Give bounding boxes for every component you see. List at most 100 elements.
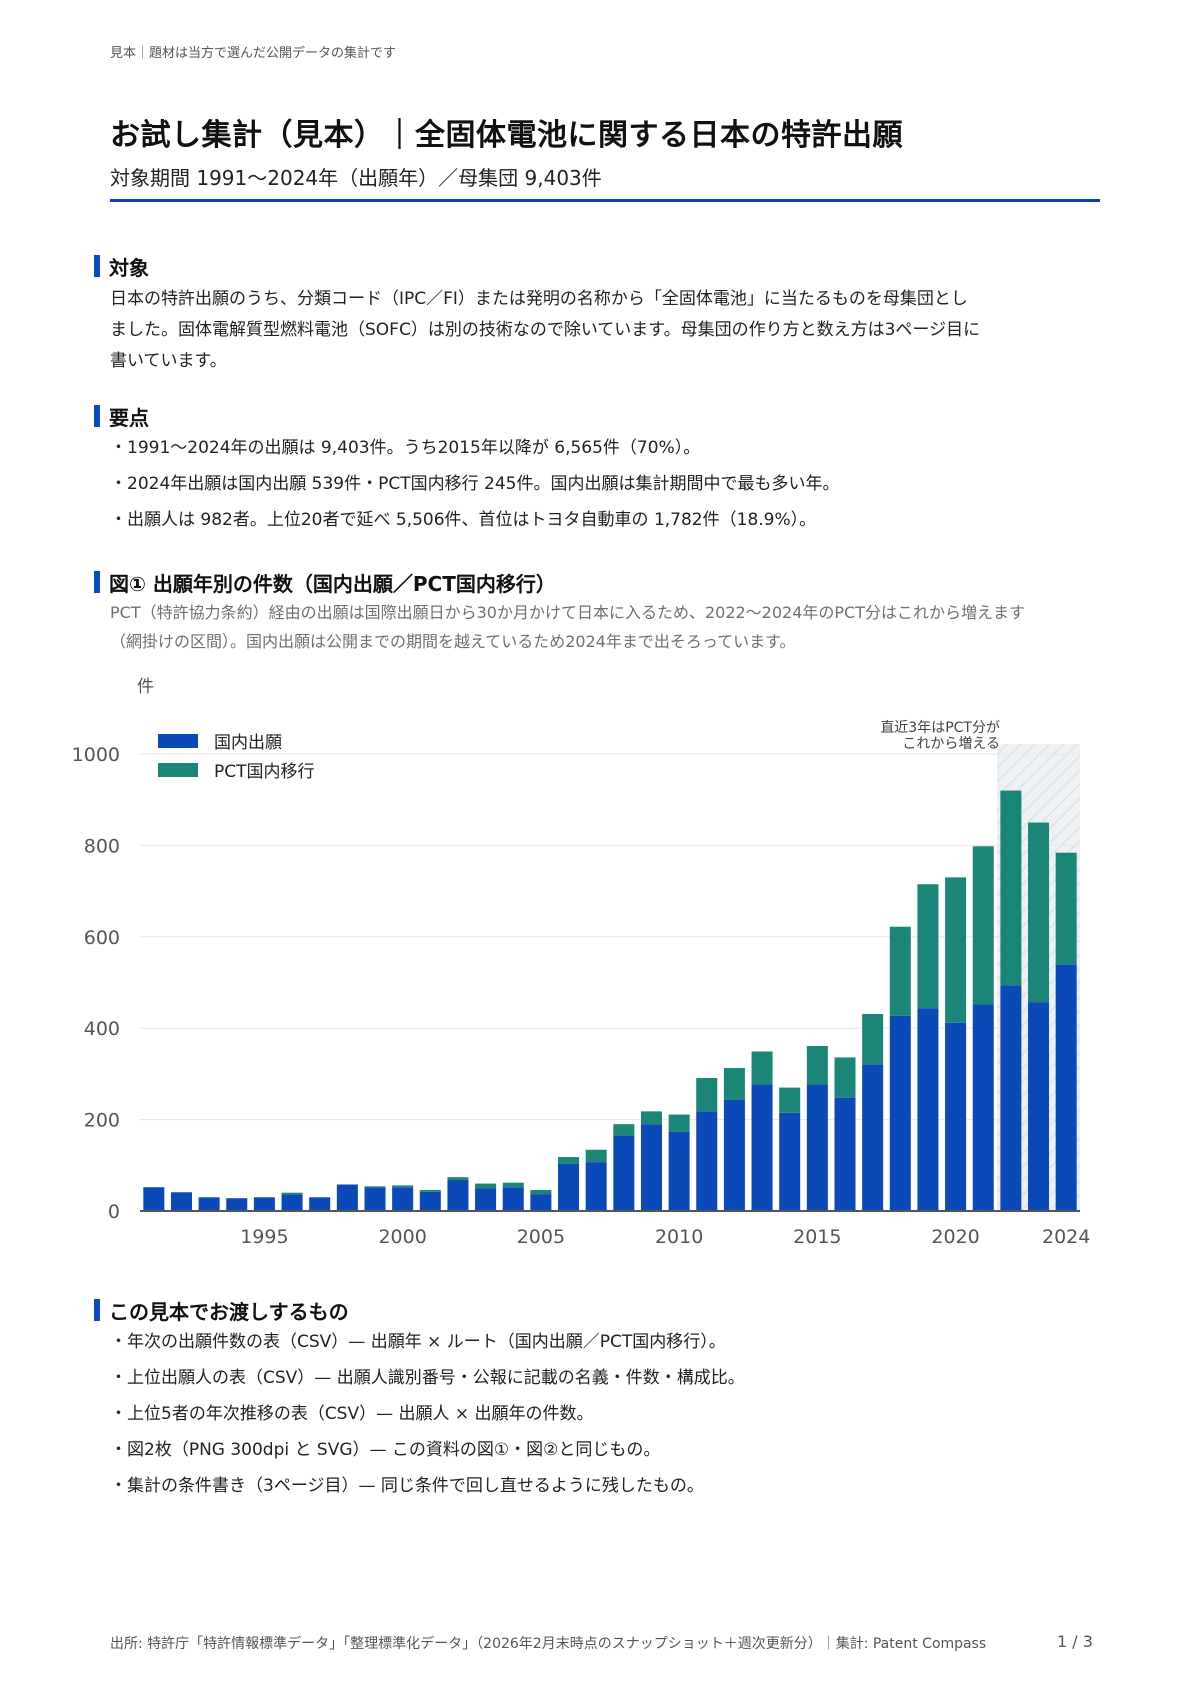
x-tick-label: 2005 <box>517 1226 565 1248</box>
deliverables-list: ・年次の出願件数の表（CSV）— 出願年 × ルート（国内出願／PCT国内移行）… <box>110 1324 1110 1504</box>
bar-segment <box>613 1124 635 1136</box>
section-heading-deliverables: この見本でお渡しするもの <box>94 1296 349 1325</box>
title-divider <box>110 199 1100 202</box>
y-axis-unit-label: 件 <box>137 677 154 697</box>
bar-segment <box>862 1064 884 1211</box>
bar-segment <box>419 1189 441 1192</box>
list-item: ・集計の条件書き（3ページ目）— 同じ条件で回し直せるように残したもの。 <box>110 1476 704 1496</box>
bar-segment <box>889 926 911 1016</box>
bar-segment <box>198 1197 220 1211</box>
bar-segment <box>834 1097 856 1211</box>
bar-segment <box>1028 1002 1050 1211</box>
bar-segment <box>779 1112 801 1211</box>
bar-segment <box>364 1187 386 1211</box>
source-footer: 出所: 特許庁「特許情報標準データ」「整理標準化データ」（2026年2月末時点の… <box>110 1636 987 1652</box>
page-title: お試し集計（見本）｜全固体電池に関する日本の特許出願 <box>110 118 903 153</box>
bar-segment <box>530 1194 552 1211</box>
list-item: ・1991〜2024年の出願は 9,403件。うち2015年以降が 6,565件… <box>110 438 701 458</box>
bar-segment <box>392 1185 414 1188</box>
shaded-range-annotation: 直近3年はPCT分が これから増える <box>820 720 1000 752</box>
bar-segment <box>281 1195 303 1211</box>
x-tick-label: 1995 <box>240 1226 288 1248</box>
bar-segment <box>806 1046 828 1085</box>
y-tick-label: 0 <box>108 1201 120 1223</box>
bar-segment <box>475 1183 497 1189</box>
bar-segment <box>862 1014 884 1065</box>
bar-segment <box>1055 852 1077 965</box>
bar-segment <box>723 1099 745 1211</box>
scope-line: 書いています。 <box>110 351 227 371</box>
x-tick-label: 2000 <box>378 1226 426 1248</box>
section-heading-scope: 対象 <box>94 252 149 281</box>
list-item: ・上位5者の年次推移の表（CSV）— 出願人 × 出願年の件数。 <box>110 1404 594 1424</box>
bar-segment <box>972 846 994 1005</box>
bar-segment <box>309 1197 331 1211</box>
legend-item: 国内出願 <box>158 726 315 755</box>
bar-segment <box>945 877 967 1023</box>
legend-item: PCT国内移行 <box>158 755 315 784</box>
bar-segment <box>696 1078 718 1112</box>
bar-segment <box>640 1124 662 1211</box>
x-tick-label: 2024 <box>1042 1226 1090 1248</box>
bar-segment <box>364 1186 386 1188</box>
scope-line: 日本の特許出願のうち、分類コード（IPC／FI）または発明の名称から「全固体電池… <box>110 289 968 309</box>
y-tick-label: 1000 <box>72 744 120 766</box>
annotation-line: これから増える <box>902 736 1000 752</box>
bar-segment <box>558 1163 580 1211</box>
y-tick-label: 400 <box>84 1018 120 1040</box>
bar-segment <box>723 1067 745 1100</box>
scope-line: ました。固体電解質型燃料電池（SOFC）は別の技術なので除いています。母集団の作… <box>110 320 981 340</box>
y-tick-label: 800 <box>84 835 120 857</box>
bar-segment <box>945 1022 967 1211</box>
bar-segment <box>917 884 939 1009</box>
figure-description-line: （網掛けの区間）。国内出願は公開までの期間を越えているため2024年まで出そろっ… <box>110 632 796 651</box>
bar-segment <box>585 1162 607 1211</box>
bar-segment <box>226 1198 248 1211</box>
bar-segment <box>530 1189 552 1195</box>
list-item: ・年次の出願件数の表（CSV）— 出願年 × ルート（国内出願／PCT国内移行）… <box>110 1332 726 1352</box>
bar-segment <box>834 1057 856 1098</box>
bar-segment <box>613 1135 635 1211</box>
bar-segment <box>972 1004 994 1211</box>
bar-segment <box>1055 964 1077 1211</box>
y-tick-label: 200 <box>84 1110 120 1132</box>
list-item: ・上位出願人の表（CSV）— 出願人識別番号・公報に記載の名義・件数・構成比。 <box>110 1368 745 1388</box>
bar-segment <box>392 1187 414 1211</box>
bar-segment <box>696 1111 718 1211</box>
bar-segment <box>447 1177 469 1180</box>
chart-legend: 国内出願 PCT国内移行 <box>158 726 315 784</box>
bar-segment <box>668 1114 690 1132</box>
legend-label: PCT国内移行 <box>214 762 315 782</box>
bar-segment <box>502 1182 524 1188</box>
bar-segment <box>281 1192 303 1196</box>
list-item: ・2024年出願は国内出願 539件・PCT国内移行 245件。国内出願は集計期… <box>110 474 840 494</box>
bar-segment <box>668 1131 690 1211</box>
legend-label: 国内出願 <box>214 733 282 753</box>
bar-segment <box>253 1197 275 1211</box>
bar-segment <box>170 1192 192 1211</box>
annotation-line: 直近3年はPCT分が <box>880 720 1000 736</box>
bar-segment <box>751 1084 773 1211</box>
bar-segment <box>806 1084 828 1211</box>
bar-segment <box>419 1191 441 1211</box>
points-list: ・1991〜2024年の出願は 9,403件。うち2015年以降が 6,565件… <box>110 430 1110 538</box>
bar-segment <box>1028 822 1050 1003</box>
list-item: ・出願人は 982者。上位20者で延べ 5,506件、首位はトヨタ自動車の 1,… <box>110 510 817 530</box>
bar-segment <box>585 1149 607 1163</box>
bar-segment <box>751 1051 773 1085</box>
bar-segment <box>502 1187 524 1211</box>
bar-segment <box>475 1188 497 1211</box>
list-item: ・図2枚（PNG 300dpi と SVG）— この資料の図①・図②と同じもの。 <box>110 1440 661 1460</box>
x-tick-label: 2020 <box>931 1226 979 1248</box>
figure-description-line: PCT（特許協力条約）経由の出願は国際出願日から30か月かけて日本に入るため、2… <box>110 603 1025 622</box>
scope-paragraph: 日本の特許出願のうち、分類コード（IPC／FI）または発明の名称から「全固体電池… <box>110 284 1070 377</box>
bar-segment <box>1000 790 1022 986</box>
y-tick-label: 600 <box>84 927 120 949</box>
bar-chart: 0 200 400 600 800 1000 1995 2000 2005 2010 2015 20… <box>72 744 1090 1248</box>
bar-segment <box>640 1111 662 1125</box>
legend-swatch-domestic <box>158 733 198 748</box>
bar-segment <box>917 1008 939 1211</box>
x-tick-label: 2015 <box>793 1226 841 1248</box>
bar-segment <box>143 1187 165 1211</box>
bar-segment <box>558 1157 580 1164</box>
